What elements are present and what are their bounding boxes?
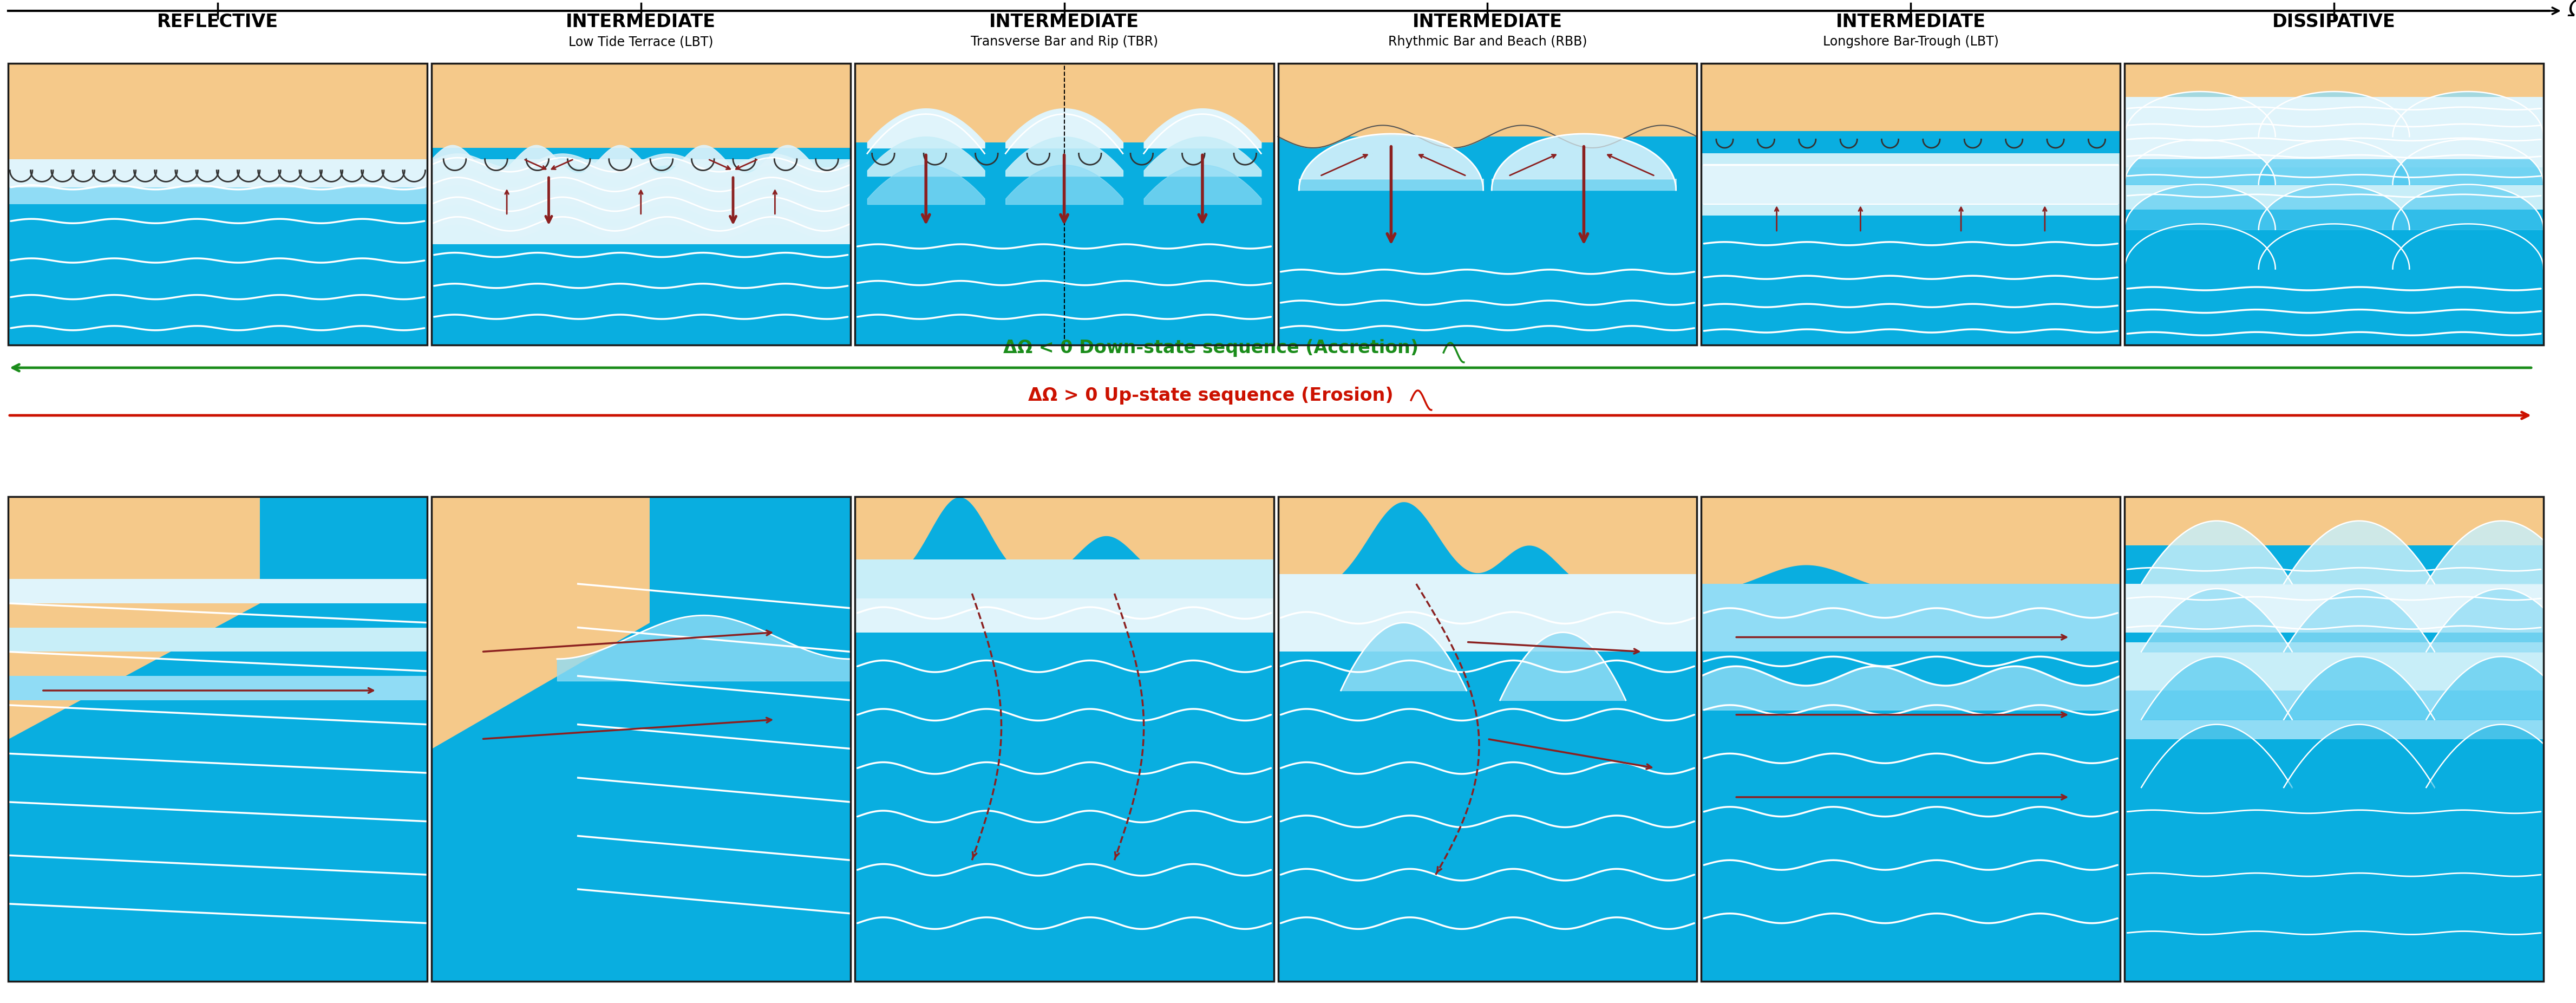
Bar (8, 188, 428, 205)
Bar (1278, 496, 1698, 981)
Bar (2125, 496, 2543, 981)
Bar (8, 496, 428, 981)
Text: Low Tide Terrace (LBT): Low Tide Terrace (LBT) (569, 35, 714, 48)
Bar (855, 565, 1273, 632)
Bar (430, 496, 850, 981)
Bar (2125, 496, 2543, 981)
Bar (2125, 690, 2543, 739)
Bar (2125, 63, 2543, 345)
Text: ΔΩ < 0 Down-state sequence (Accretion): ΔΩ < 0 Down-state sequence (Accretion) (1002, 339, 1419, 357)
Bar (1700, 63, 2120, 345)
Bar (2125, 584, 2543, 632)
Bar (855, 63, 1273, 345)
Bar (1278, 63, 1698, 345)
Text: REFLECTIVE: REFLECTIVE (157, 13, 278, 31)
Text: 4: 4 (1479, 0, 1494, 2)
Bar (2125, 97, 2543, 168)
Text: Transverse Bar and Rip (TBR): Transverse Bar and Rip (TBR) (971, 35, 1157, 48)
Bar (1700, 496, 2120, 981)
Text: 6: 6 (2326, 0, 2342, 2)
Bar (1278, 63, 1698, 136)
Text: 3: 3 (1056, 0, 1072, 2)
Bar (1700, 63, 2120, 131)
Bar (2125, 168, 2543, 210)
Bar (8, 676, 428, 700)
Bar (430, 159, 850, 244)
Bar (8, 63, 428, 345)
Text: INTERMEDIATE: INTERMEDIATE (1412, 13, 1564, 31)
Bar (1700, 153, 2120, 216)
Bar (8, 579, 428, 603)
Bar (1700, 496, 2120, 981)
Bar (855, 63, 1273, 345)
Bar (2125, 63, 2543, 345)
Bar (1278, 496, 1698, 981)
Text: 1: 1 (209, 0, 227, 2)
Text: 5: 5 (1904, 0, 1919, 2)
Bar (1700, 584, 2120, 652)
Text: DISSIPATIVE: DISSIPATIVE (2272, 13, 2396, 31)
Bar (855, 63, 1273, 142)
Bar (1278, 63, 1698, 345)
Text: Ω: Ω (2568, 0, 2576, 21)
Text: INTERMEDIATE: INTERMEDIATE (1837, 13, 1986, 31)
Bar (2125, 97, 2543, 159)
Polygon shape (430, 496, 649, 748)
Bar (430, 63, 850, 345)
Bar (430, 63, 850, 345)
Bar (2125, 496, 2543, 545)
Text: 2: 2 (634, 0, 649, 2)
Bar (2125, 63, 2543, 97)
Bar (430, 496, 850, 981)
Bar (430, 63, 850, 147)
Text: INTERMEDIATE: INTERMEDIATE (567, 13, 716, 31)
Bar (2125, 642, 2543, 690)
Polygon shape (8, 496, 260, 739)
Text: ΔΩ > 0 Up-state sequence (Erosion): ΔΩ > 0 Up-state sequence (Erosion) (1028, 387, 1394, 404)
Bar (1700, 63, 2120, 345)
Bar (8, 628, 428, 652)
Bar (8, 496, 428, 981)
Bar (8, 63, 428, 345)
Bar (8, 159, 428, 188)
Bar (8, 63, 428, 159)
Bar (855, 496, 1273, 981)
Bar (1278, 574, 1698, 652)
Text: INTERMEDIATE: INTERMEDIATE (989, 13, 1139, 31)
Bar (855, 496, 1273, 981)
Bar (1700, 164, 2120, 205)
Text: Rhythmic Bar and Beach (RBB): Rhythmic Bar and Beach (RBB) (1388, 35, 1587, 48)
Bar (855, 560, 1273, 599)
Text: Longshore Bar-Trough (LBT): Longshore Bar-Trough (LBT) (1824, 35, 1999, 48)
